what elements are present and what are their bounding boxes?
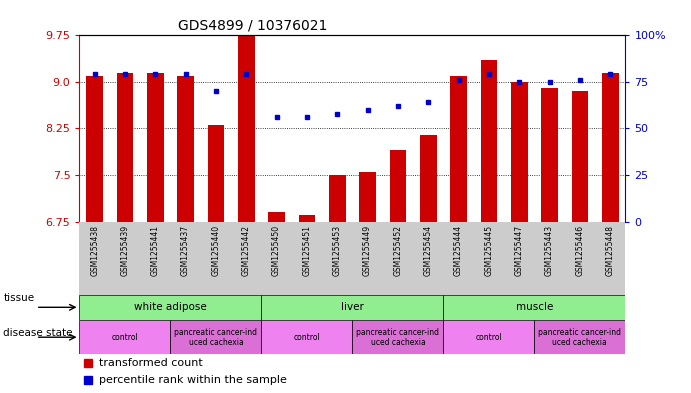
Text: muscle: muscle bbox=[515, 302, 553, 312]
Bar bbox=[268, 212, 285, 222]
Bar bbox=[238, 35, 254, 222]
Text: disease state: disease state bbox=[3, 328, 73, 338]
Text: GSM1255448: GSM1255448 bbox=[606, 225, 615, 276]
Text: white adipose: white adipose bbox=[134, 302, 207, 312]
Text: GSM1255440: GSM1255440 bbox=[211, 225, 220, 276]
Text: GSM1255452: GSM1255452 bbox=[393, 225, 402, 276]
Bar bbox=[420, 135, 437, 222]
Text: control: control bbox=[475, 333, 502, 342]
Bar bbox=[79, 295, 261, 320]
Bar bbox=[261, 295, 444, 320]
Bar bbox=[171, 320, 261, 354]
Text: pancreatic cancer-ind
uced cachexia: pancreatic cancer-ind uced cachexia bbox=[538, 327, 621, 347]
Text: pancreatic cancer-ind
uced cachexia: pancreatic cancer-ind uced cachexia bbox=[174, 327, 258, 347]
Bar bbox=[299, 215, 315, 222]
Text: GSM1255439: GSM1255439 bbox=[120, 225, 129, 276]
Bar bbox=[534, 320, 625, 354]
Text: GSM1255443: GSM1255443 bbox=[545, 225, 554, 276]
Text: GSM1255446: GSM1255446 bbox=[576, 225, 585, 276]
Text: GSM1255449: GSM1255449 bbox=[363, 225, 372, 276]
Text: GSM1255442: GSM1255442 bbox=[242, 225, 251, 276]
Bar bbox=[207, 125, 225, 222]
Bar bbox=[444, 295, 625, 320]
Text: control: control bbox=[294, 333, 321, 342]
Bar bbox=[571, 91, 588, 222]
Bar bbox=[390, 150, 406, 222]
Text: GSM1255438: GSM1255438 bbox=[90, 225, 99, 276]
Text: GSM1255447: GSM1255447 bbox=[515, 225, 524, 276]
Bar bbox=[79, 320, 171, 354]
Bar bbox=[444, 320, 534, 354]
Bar bbox=[359, 172, 376, 222]
Bar bbox=[86, 76, 103, 222]
Bar bbox=[117, 73, 133, 222]
Bar bbox=[541, 88, 558, 222]
Text: GSM1255441: GSM1255441 bbox=[151, 225, 160, 276]
Bar bbox=[480, 60, 498, 222]
Text: liver: liver bbox=[341, 302, 364, 312]
Bar bbox=[352, 320, 444, 354]
Bar bbox=[329, 175, 346, 222]
Text: GSM1255445: GSM1255445 bbox=[484, 225, 493, 276]
Text: tissue: tissue bbox=[3, 292, 35, 303]
Text: GSM1255444: GSM1255444 bbox=[454, 225, 463, 276]
Text: transformed count: transformed count bbox=[99, 358, 202, 368]
Text: percentile rank within the sample: percentile rank within the sample bbox=[99, 375, 287, 386]
Text: GSM1255437: GSM1255437 bbox=[181, 225, 190, 276]
Text: GSM1255451: GSM1255451 bbox=[303, 225, 312, 276]
Bar bbox=[147, 73, 164, 222]
Text: GSM1255453: GSM1255453 bbox=[333, 225, 342, 276]
Bar bbox=[178, 76, 194, 222]
Bar bbox=[602, 73, 618, 222]
Text: GSM1255450: GSM1255450 bbox=[272, 225, 281, 276]
Bar bbox=[451, 76, 467, 222]
Bar bbox=[511, 82, 527, 222]
Text: control: control bbox=[111, 333, 138, 342]
Text: GSM1255454: GSM1255454 bbox=[424, 225, 433, 276]
Bar bbox=[261, 320, 352, 354]
Text: pancreatic cancer-ind
uced cachexia: pancreatic cancer-ind uced cachexia bbox=[357, 327, 439, 347]
Text: GDS4899 / 10376021: GDS4899 / 10376021 bbox=[178, 19, 327, 33]
